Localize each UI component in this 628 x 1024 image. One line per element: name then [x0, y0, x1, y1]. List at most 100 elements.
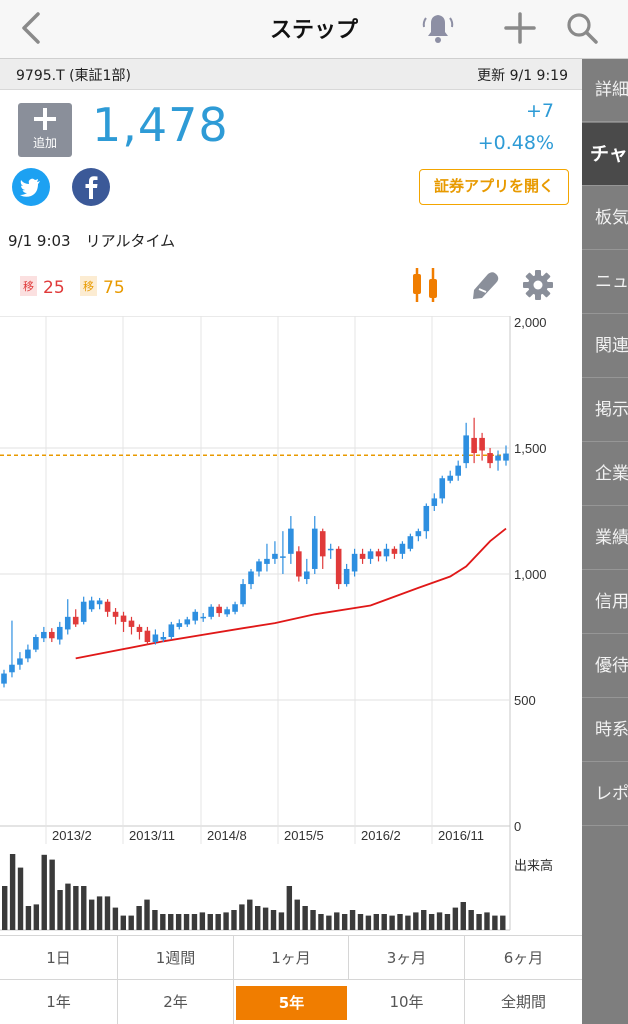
- volume-bar: [373, 914, 379, 930]
- candle: [96, 597, 103, 610]
- candle: [232, 601, 238, 615]
- period-row-2: 1年 2年 5年 10年 全期間: [0, 979, 582, 1024]
- x-tick-label: 2016/11: [438, 828, 484, 843]
- candle-body: [224, 609, 230, 615]
- volume-bar: [334, 912, 340, 930]
- side-tab-10[interactable]: 時系: [582, 699, 628, 762]
- period-button-row1-1[interactable]: 1週間: [118, 936, 234, 980]
- candle: [407, 533, 414, 552]
- side-tab-1[interactable]: チャ: [582, 123, 628, 186]
- candle-body: [479, 437, 485, 451]
- bell-icon[interactable]: [418, 8, 458, 48]
- candle: [272, 541, 278, 564]
- period-button-row1-2[interactable]: 1ヶ月: [234, 936, 349, 980]
- settings-gear-icon[interactable]: [521, 267, 555, 303]
- period-button-row1-4[interactable]: 6ヶ月: [503, 949, 544, 967]
- candle-body: [288, 528, 294, 554]
- search-icon[interactable]: [562, 8, 602, 48]
- drawing-tool-icon[interactable]: [468, 266, 502, 304]
- volume-bar: [341, 914, 348, 930]
- candle: [49, 628, 55, 643]
- ma-short-value: 25: [43, 278, 65, 298]
- candle-body: [367, 551, 374, 559]
- candle-body: [112, 611, 119, 617]
- plus-icon[interactable]: [500, 8, 540, 48]
- candle: [447, 470, 454, 484]
- candlesticks: [1, 417, 509, 688]
- page-title: ステップ: [269, 18, 358, 43]
- candle-body: [248, 571, 254, 585]
- volume-bar: [136, 906, 142, 930]
- candle: [1, 669, 7, 688]
- period-button-row2-2[interactable]: 5年: [236, 986, 347, 1020]
- candle: [383, 543, 390, 562]
- candle-body: [335, 548, 342, 585]
- candle: [128, 616, 135, 635]
- volume-bar: [436, 912, 443, 930]
- period-button-row1-3[interactable]: 3ヶ月: [349, 936, 465, 980]
- add-watchlist-button[interactable]: 追加: [18, 103, 72, 157]
- candle-body: [272, 553, 278, 559]
- period-button-row2-4[interactable]: 全期間: [500, 993, 546, 1011]
- candle-body: [72, 616, 79, 625]
- candle-body: [311, 528, 318, 569]
- facebook-share-button[interactable]: [72, 168, 110, 206]
- volume-bar: [365, 915, 372, 930]
- side-tab-7[interactable]: 業績: [582, 507, 628, 570]
- volume-bars: [2, 854, 506, 930]
- volume-bar: [207, 914, 213, 930]
- side-tab-3[interactable]: ニュ: [582, 251, 628, 314]
- x-tick-label: 2013/2: [52, 828, 92, 843]
- volume-bar: [17, 867, 24, 930]
- candle: [367, 548, 374, 564]
- volume-bar: [9, 854, 16, 930]
- candle: [479, 432, 485, 461]
- back-icon[interactable]: [12, 8, 52, 48]
- candle-body: [232, 604, 238, 612]
- candle: [359, 548, 366, 564]
- side-tab-5[interactable]: 掲示: [582, 379, 628, 442]
- ma-long-value: 75: [103, 278, 125, 298]
- candle: [88, 596, 95, 612]
- candle: [248, 568, 254, 590]
- candle: [264, 543, 270, 572]
- candle-body: [383, 548, 390, 557]
- candle-body: [415, 531, 422, 537]
- candle-body: [49, 631, 55, 639]
- side-tab-0[interactable]: 詳細: [582, 59, 628, 122]
- candle: [33, 634, 39, 653]
- candle: [240, 579, 246, 607]
- side-tab-8[interactable]: 信用: [582, 571, 628, 634]
- side-tab-4[interactable]: 関連: [582, 315, 628, 378]
- volume-bar: [88, 899, 95, 930]
- candle-body: [407, 536, 414, 549]
- candle: [391, 546, 398, 559]
- facebook-icon: [85, 176, 98, 199]
- candle-body: [431, 498, 438, 506]
- period-button-row2-0[interactable]: 1年: [0, 980, 118, 1024]
- side-tab-6[interactable]: 企業: [582, 443, 628, 506]
- nav-bar: ステップ: [0, 0, 628, 59]
- side-tab-9[interactable]: 優待: [582, 635, 628, 698]
- volume-bar: [81, 886, 87, 930]
- side-tab-11[interactable]: レポ: [582, 763, 628, 826]
- candle-body: [192, 611, 199, 621]
- volume-bar: [428, 914, 435, 930]
- side-tab-2[interactable]: 板気: [582, 187, 628, 250]
- candlestick-type-icon[interactable]: [408, 266, 442, 304]
- volume-bar: [484, 912, 490, 930]
- volume-bar: [326, 915, 332, 930]
- candle-body: [264, 558, 270, 564]
- open-securities-app-button[interactable]: 証券アプリを開く: [419, 169, 569, 205]
- candle-body: [240, 584, 246, 605]
- period-button-row1-0[interactable]: 1日: [0, 936, 118, 980]
- candle: [335, 546, 342, 590]
- period-button-row2-3[interactable]: 10年: [349, 980, 465, 1024]
- x-axis-labels: 2013/2 2013/11 2014/8 2015/5 2016/2 2016/11: [52, 828, 484, 843]
- candle-body: [33, 637, 39, 650]
- twitter-share-button[interactable]: [12, 168, 50, 206]
- period-button-row2-1[interactable]: 2年: [118, 980, 234, 1024]
- y-tick-label: 2,000: [514, 316, 547, 330]
- candle: [343, 563, 350, 587]
